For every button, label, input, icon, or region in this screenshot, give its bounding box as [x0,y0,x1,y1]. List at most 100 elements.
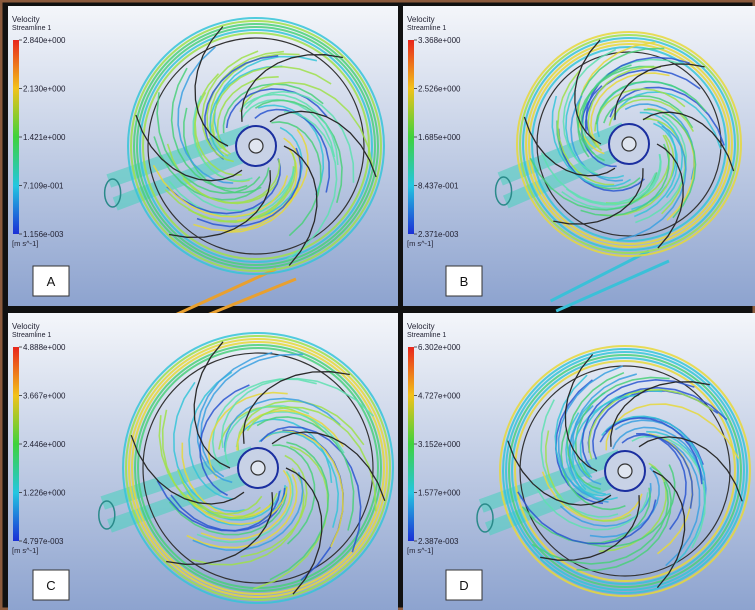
legend-subtitle: Streamline 1 [407,25,446,32]
streamline [222,83,324,134]
color-bar [13,347,19,541]
impeller-blade [193,341,231,469]
inlet-opening [98,500,116,530]
shaft [621,136,637,152]
streamline [540,399,619,518]
streamline [186,474,298,549]
streamline [181,480,282,521]
legend-unit: [m s^-1] [407,546,433,555]
volute-streamline [505,351,745,591]
streamline [557,365,624,498]
streamline [561,154,662,210]
streamline [571,394,640,491]
streamline [192,472,304,551]
impeller-blade [271,431,386,502]
impeller-blade [135,114,243,182]
impeller-blade [166,492,274,565]
streamline [170,67,248,190]
streamline [556,70,615,186]
streamline [531,481,669,565]
legend-subtitle: Streamline 1 [12,25,51,32]
streamline [158,415,263,515]
streamline-render [98,332,394,604]
legend-tick-label: 1.226e+000 [23,489,66,498]
streamline [152,164,289,218]
impeller-blade [169,170,272,238]
panel-label-box [32,265,70,297]
streamline [260,426,362,553]
impeller-blade [540,495,640,561]
streamline [599,134,675,217]
streamline [166,158,281,215]
streamline [580,64,632,162]
streamline [192,95,253,182]
streamline [566,371,625,490]
streamline [153,136,270,201]
streamline [544,430,632,522]
streamline [188,152,297,224]
volute-wall [519,365,731,577]
streamline [161,409,261,519]
legend-tick-label: 2.446e+000 [23,440,66,449]
legend-tick-label: 4.727e+000 [418,392,461,401]
legend-tick-label: 8.437e-001 [418,182,459,191]
streamline [223,397,341,452]
shaft [250,460,266,476]
streamline [562,48,617,175]
legend-tick-label: 2.371e-003 [418,230,459,239]
legend-tick-label: 2.387e-003 [418,537,459,546]
volute-wall [147,37,365,255]
impeller-blade [564,353,598,472]
streamline [200,353,304,478]
streamline [181,442,271,518]
streamline [246,406,377,512]
legend-title: Velocity [407,15,435,24]
streamline [188,371,234,500]
streamline [173,381,245,513]
legend-subtitle: Streamline 1 [407,332,446,339]
impeller-blade [283,145,318,266]
streamline [605,403,740,460]
streamline [643,108,697,219]
volute-streamline [139,29,373,263]
color-bar [13,40,19,234]
streamline [560,429,626,511]
streamline [554,379,604,505]
streamline [535,487,649,531]
volute-streamline [508,354,742,588]
streamline [225,88,328,129]
streamline [211,65,332,136]
streamline [612,426,705,481]
streamline [168,169,295,218]
legend-tick-label: 1.421e+000 [23,133,66,142]
impeller-blade [553,168,644,225]
volute-streamline [502,348,748,594]
streamline [220,377,375,448]
volute-streamline [131,341,385,595]
inlet-opening [103,178,122,208]
streamline [568,405,609,503]
streamline [283,110,338,261]
inlet-opening [494,176,513,206]
streamline [586,464,676,548]
legend-title: Velocity [12,322,40,331]
volute-streamline [125,335,391,601]
streamline [245,90,355,183]
volute-streamline [528,43,730,245]
streamline [588,388,714,460]
legend-tick-label: 1.577e+000 [418,489,461,498]
impeller-blade [652,470,686,589]
legend-tick-label: 6.302e+000 [418,343,461,352]
color-bar [408,40,414,234]
streamline [239,81,374,170]
outlet-pipe [549,249,670,313]
streamline [595,80,707,125]
impeller-blade [269,110,377,178]
streamline [587,386,728,453]
volute-streamline [516,31,742,257]
streamline [209,65,283,157]
volute-streamline [531,46,727,242]
legend-unit: [m s^-1] [12,546,38,555]
panel-label: A [47,274,56,289]
impeller-blade [507,440,612,506]
